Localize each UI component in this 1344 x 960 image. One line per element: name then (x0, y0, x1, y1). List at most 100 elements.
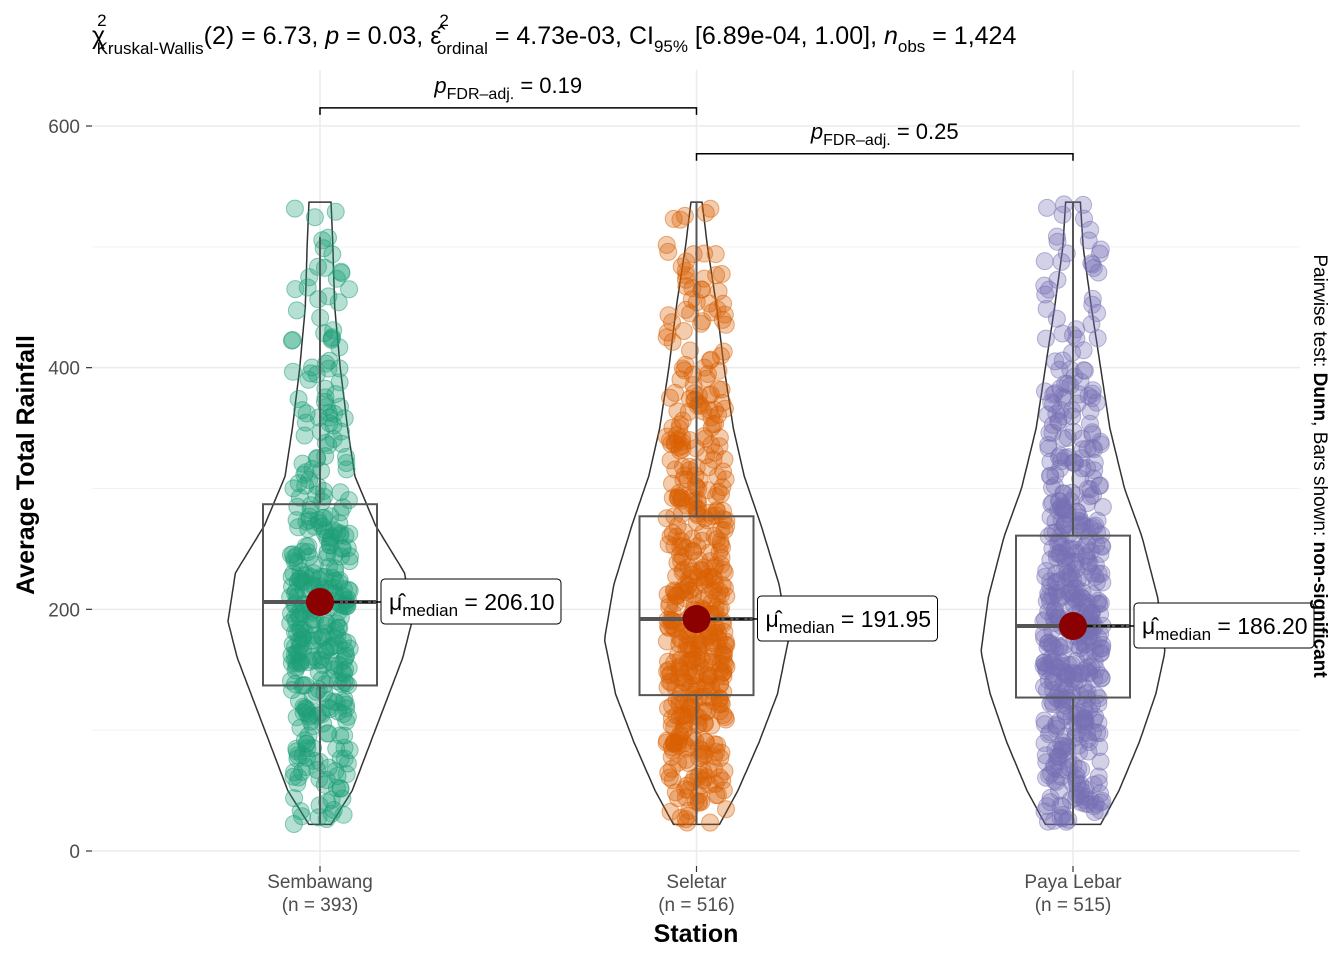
data-point (1073, 429, 1092, 448)
data-point (317, 397, 336, 416)
data-point (714, 342, 733, 361)
data-point (1074, 361, 1093, 380)
data-point (713, 310, 732, 329)
x-tick-sample-size: (n = 393) (282, 895, 359, 916)
data-point (285, 199, 304, 218)
data-point (715, 399, 734, 418)
data-point (1062, 773, 1081, 792)
data-point (672, 488, 691, 507)
data-point (341, 547, 359, 566)
data-point (311, 650, 330, 669)
data-point (289, 768, 308, 787)
bracket-label: pFDR–adj. = 0.19 (433, 73, 582, 103)
data-point (668, 586, 687, 605)
data-point (333, 663, 352, 682)
data-point (1036, 329, 1055, 348)
data-point (714, 662, 733, 681)
data-point (677, 277, 696, 296)
points (281, 195, 1112, 833)
data-point (309, 290, 328, 309)
data-point (698, 665, 717, 684)
mu-hat-symbol: μ̂ (1142, 613, 1159, 639)
data-point (305, 208, 324, 227)
data-point (674, 672, 693, 691)
data-point (663, 332, 682, 351)
significance-bracket (319, 107, 698, 115)
data-point (673, 428, 692, 447)
data-point (693, 741, 712, 760)
median-value: = 186.20 (1211, 613, 1308, 639)
data-point (668, 402, 687, 421)
data-point (702, 418, 721, 437)
median-subscript: median (779, 618, 835, 637)
data-point (659, 242, 678, 261)
data-point (301, 501, 320, 519)
data-point (307, 449, 326, 468)
data-point (1037, 299, 1056, 318)
data-point (326, 202, 345, 221)
data-point (1081, 402, 1100, 421)
data-point (716, 470, 735, 489)
data-point (703, 647, 722, 666)
p-value: = 0.25 (891, 119, 959, 144)
data-point (1081, 480, 1100, 499)
data-point (1075, 209, 1093, 228)
data-point (1048, 270, 1067, 289)
data-point (675, 361, 694, 380)
data-point (329, 293, 348, 312)
data-point (671, 545, 690, 564)
median-label: μ̂median = 206.10 (389, 589, 555, 620)
y-tick-label: 200 (48, 600, 80, 621)
data-point (709, 282, 728, 301)
data-point (698, 675, 717, 694)
median-label: μ̂median = 191.95 (766, 606, 932, 637)
data-point (1050, 589, 1069, 608)
data-point (1091, 784, 1110, 803)
data-point (1040, 466, 1059, 485)
data-point (681, 341, 699, 360)
data-point (281, 614, 300, 633)
data-point (1043, 524, 1062, 542)
data-point (694, 524, 712, 542)
median-point (1059, 612, 1087, 641)
data-point (1037, 562, 1056, 580)
data-point (321, 652, 340, 671)
data-point (331, 726, 350, 745)
data-point (658, 585, 677, 604)
data-point (1049, 690, 1068, 709)
data-point (294, 703, 313, 722)
data-point (1045, 759, 1064, 778)
data-point (673, 411, 692, 430)
median-point (306, 587, 334, 616)
data-point (281, 545, 300, 564)
data-point (676, 355, 695, 374)
x-axis-title: Station (654, 920, 739, 948)
data-point (709, 638, 728, 657)
data-point (669, 753, 688, 772)
data-point (1046, 465, 1065, 484)
data-point (657, 509, 676, 528)
box (262, 503, 378, 687)
data-point (283, 331, 302, 349)
data-point (662, 673, 681, 692)
x-tick-label: Sembawang (267, 872, 373, 893)
data-point (1091, 432, 1110, 451)
data-point (689, 768, 708, 786)
data-point (1093, 573, 1112, 592)
data-point (700, 626, 719, 645)
p-symbol: p (810, 119, 823, 144)
median-label-box (1133, 602, 1315, 649)
data-point (1052, 497, 1071, 516)
data-point (694, 747, 713, 766)
data-point (676, 261, 695, 280)
data-point (287, 742, 306, 761)
data-point (289, 474, 308, 493)
data-point (313, 629, 332, 647)
data-point (676, 300, 695, 319)
data-point (296, 463, 315, 482)
caption: Pairwise test: Dunn, Bars shown: non-sig… (1309, 254, 1330, 678)
data-point (660, 768, 679, 787)
data-point (1040, 423, 1059, 442)
data-point (1072, 588, 1091, 607)
